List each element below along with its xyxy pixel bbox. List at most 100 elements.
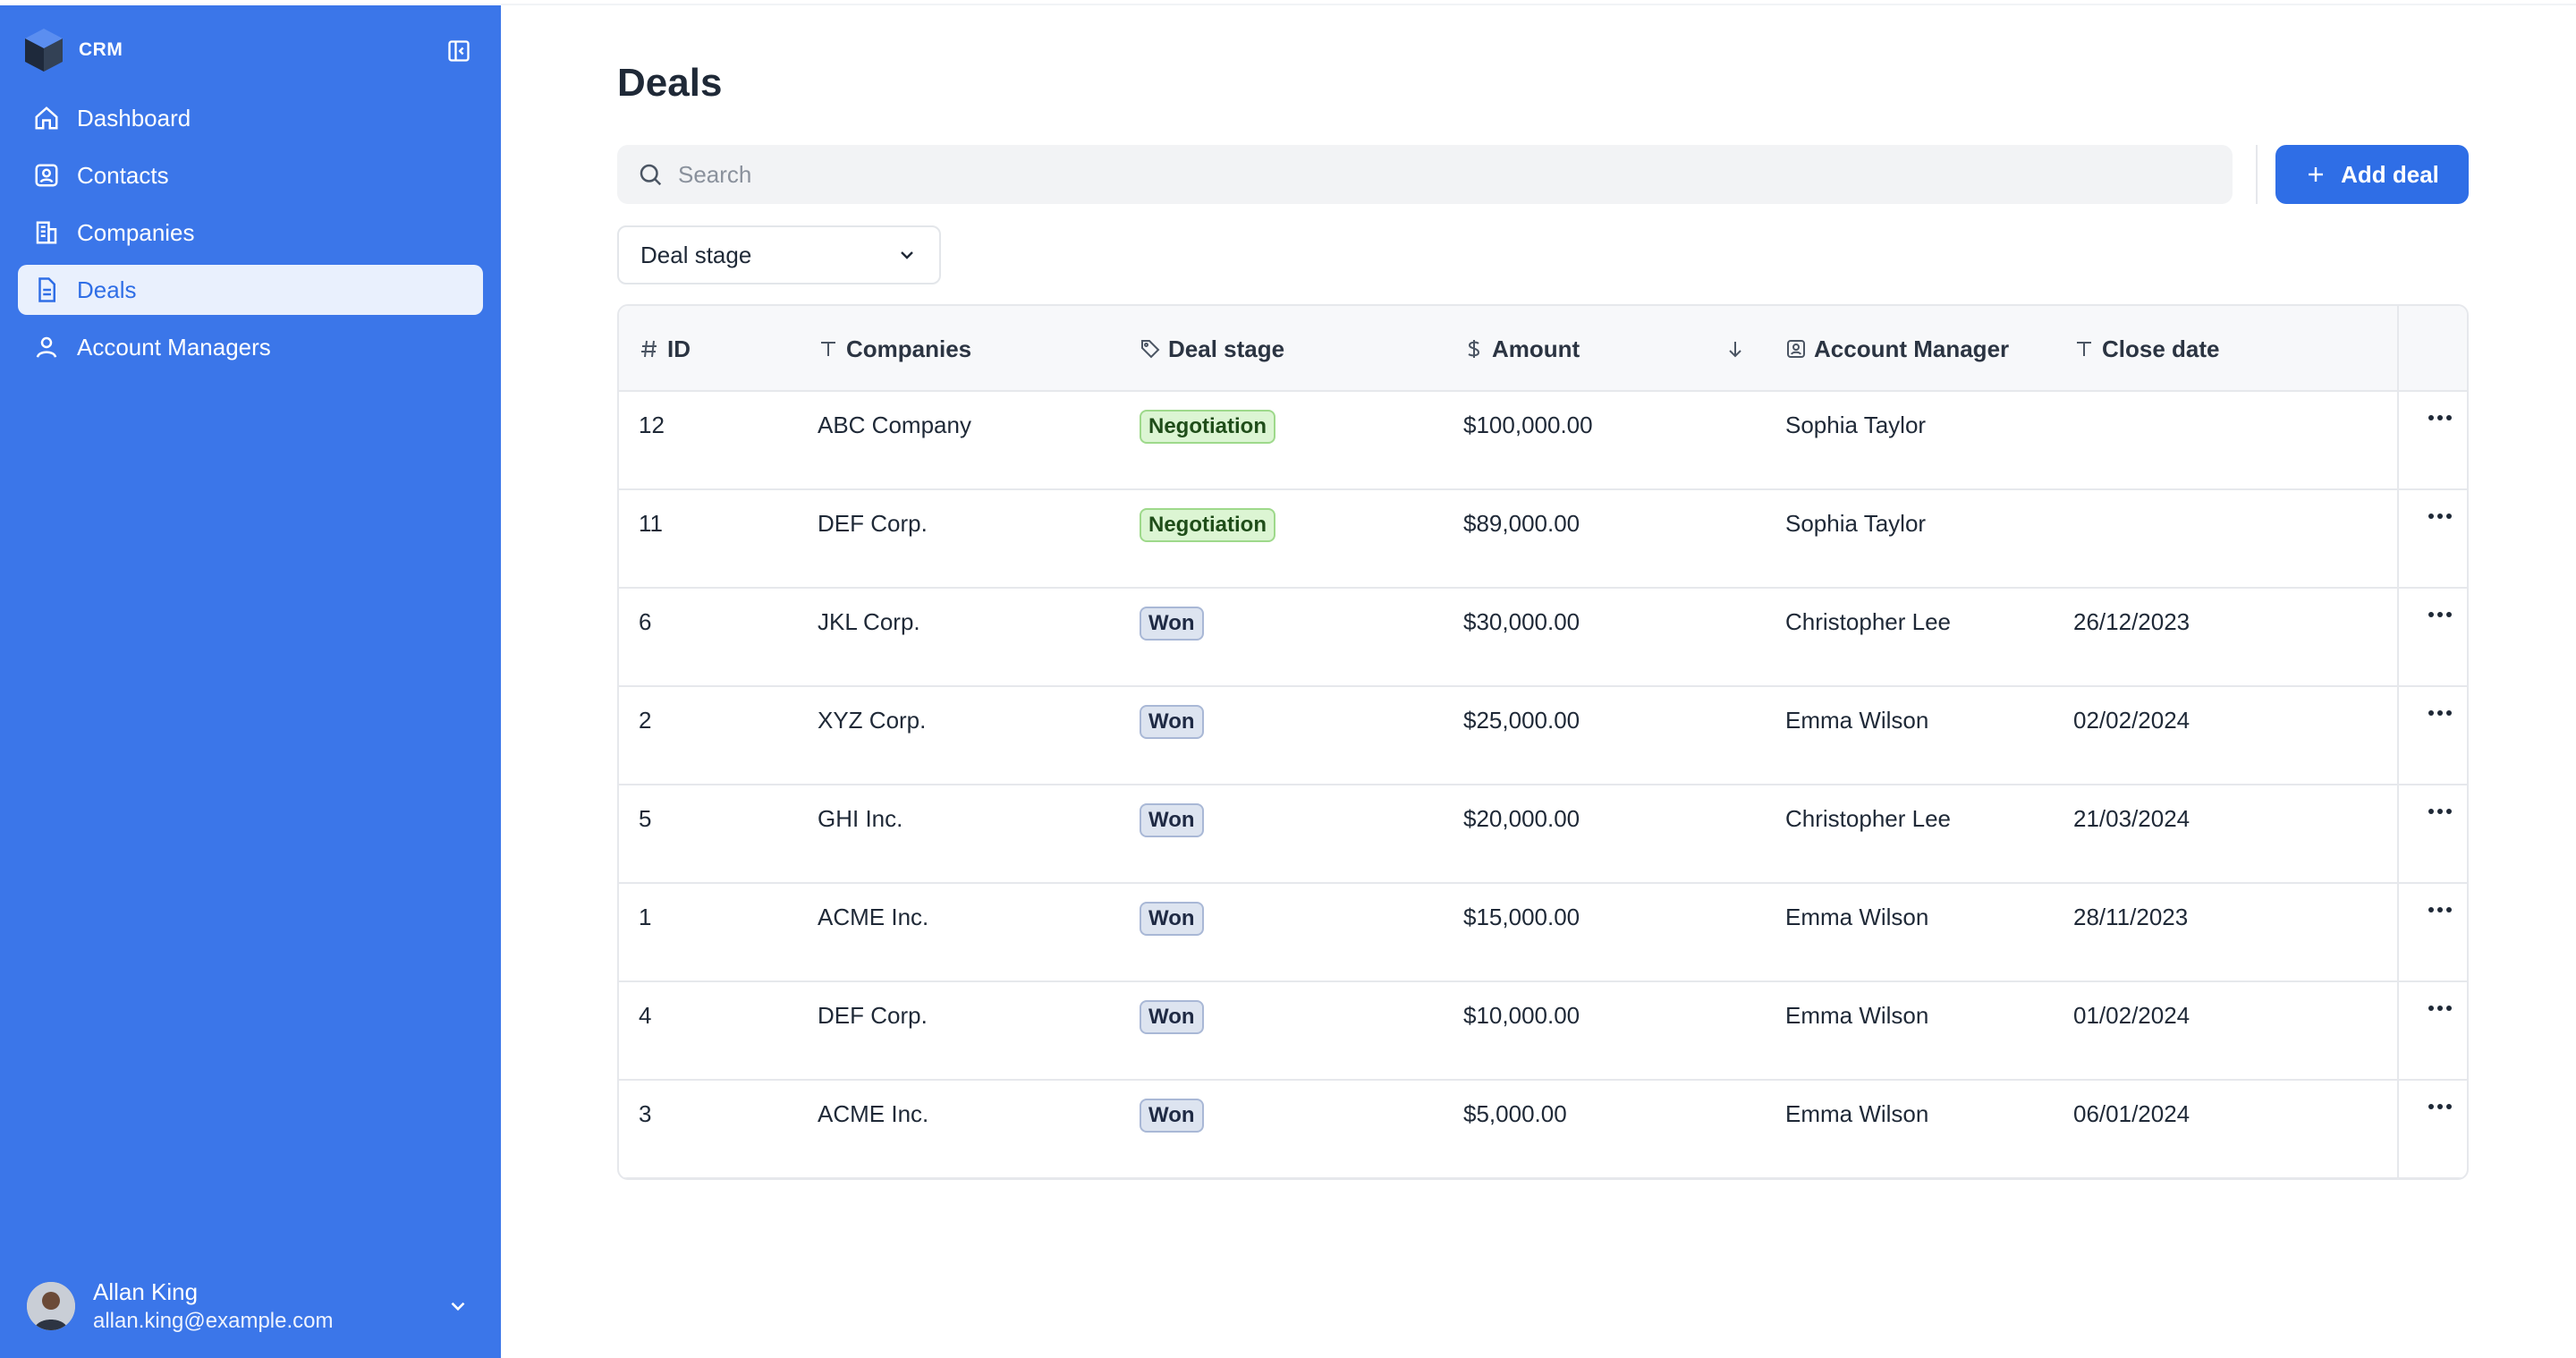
- more-horizontal-icon: [2428, 612, 2452, 617]
- column-header-close-date[interactable]: Close date: [2073, 306, 2220, 392]
- cell-id: 11: [639, 510, 663, 537]
- column-header-label: ID: [667, 335, 691, 362]
- cell-id: 12: [639, 412, 665, 438]
- sidebar-nav: Dashboard Contacts Companies Deals: [18, 93, 483, 379]
- sidebar-item-label: Account Managers: [77, 333, 271, 361]
- hash-icon: [639, 338, 660, 360]
- table-header: ID Companies Deal stage: [619, 306, 2467, 392]
- column-header-companies[interactable]: Companies: [818, 306, 971, 392]
- status-badge: Negotiation: [1140, 508, 1275, 542]
- cell-close-date: 26/12/2023: [2073, 608, 2190, 635]
- user-name: Allan King: [93, 1278, 199, 1305]
- dollar-icon: [1463, 338, 1485, 360]
- column-header-deal-stage[interactable]: Deal stage: [1140, 306, 1284, 392]
- table-row[interactable]: 3 ACME Inc. Won $5,000.00 Emma Wilson 06/01/2…: [619, 1081, 2467, 1178]
- user-info: Allan King allan.king@example.com: [93, 1277, 442, 1336]
- user-menu[interactable]: Allan King allan.king@example.com: [27, 1269, 474, 1344]
- column-header-label: Companies: [846, 335, 972, 362]
- table-row[interactable]: 6 JKL Corp. Won $30,000.00 Christopher Lee 26…: [619, 589, 2467, 687]
- more-horizontal-icon: [2428, 1104, 2452, 1109]
- cell-deal-stage: Won: [1140, 605, 1204, 641]
- cell-amount: $15,000.00: [1463, 904, 1580, 930]
- sidebar-item-contacts[interactable]: Contacts: [18, 150, 483, 200]
- cell-account-manager: Christopher Lee: [1785, 805, 1951, 832]
- table-row[interactable]: 11 DEF Corp. Negotiation $89,000.00 Sophia T…: [619, 490, 2467, 589]
- cell-account-manager: Sophia Taylor: [1785, 510, 1927, 537]
- cell-id: 6: [639, 608, 652, 635]
- cell-deal-stage: Won: [1140, 802, 1204, 837]
- brand[interactable]: CRM: [23, 25, 123, 75]
- more-horizontal-icon: [2428, 415, 2452, 420]
- table-row[interactable]: 5 GHI Inc. Won $20,000.00 Christopher Lee 21/…: [619, 785, 2467, 884]
- status-badge: Won: [1140, 1000, 1204, 1034]
- status-badge: Won: [1140, 1099, 1204, 1133]
- cell-close-date: 28/11/2023: [2073, 904, 2189, 930]
- add-deal-button[interactable]: Add deal: [2275, 145, 2469, 204]
- cell-amount: $10,000.00: [1463, 1002, 1580, 1029]
- cell-id: 4: [639, 1002, 652, 1029]
- cell-amount: $5,000.00: [1463, 1100, 1567, 1127]
- sidebar-item-label: Deals: [77, 276, 137, 303]
- row-actions-button[interactable]: [2424, 1093, 2456, 1120]
- cell-close-date: 02/02/2024: [2073, 707, 2190, 734]
- table-row[interactable]: 12 ABC Company Negotiation $100,000.00 Sophi…: [619, 392, 2467, 490]
- sidebar-item-label: Companies: [77, 218, 195, 246]
- sidebar-item-account-managers[interactable]: Account Managers: [18, 322, 483, 372]
- row-actions-button[interactable]: [2424, 798, 2456, 825]
- actions-column-divider: [2397, 306, 2399, 1178]
- row-actions-button[interactable]: [2424, 601, 2456, 628]
- more-horizontal-icon: [2428, 513, 2452, 519]
- table-row[interactable]: 2 XYZ Corp. Won $25,000.00 Emma Wilson 02/02/…: [619, 687, 2467, 785]
- cell-company: ACME Inc.: [818, 904, 929, 930]
- status-badge: Won: [1140, 705, 1204, 739]
- status-badge: Won: [1140, 607, 1204, 641]
- add-deal-label: Add deal: [2341, 160, 2439, 188]
- more-horizontal-icon: [2428, 1006, 2452, 1011]
- deal-stage-filter-label: Deal stage: [640, 241, 752, 268]
- table-row[interactable]: 1 ACME Inc. Won $15,000.00 Emma Wilson 28/11/…: [619, 884, 2467, 982]
- cell-company: XYZ Corp.: [818, 707, 927, 734]
- building-icon: [30, 216, 63, 249]
- table-row[interactable]: 4 DEF Corp. Won $10,000.00 Emma Wilson 01/02/…: [619, 982, 2467, 1081]
- sidebar-item-dashboard[interactable]: Dashboard: [18, 93, 483, 143]
- avatar: [27, 1282, 75, 1330]
- sidebar-item-deals[interactable]: Deals: [18, 265, 483, 315]
- tag-icon: [1140, 338, 1161, 360]
- search-icon: [640, 164, 662, 186]
- user-email: allan.king@example.com: [93, 1309, 334, 1333]
- more-horizontal-icon: [2428, 809, 2452, 814]
- row-actions-button[interactable]: [2424, 503, 2456, 530]
- document-icon: [30, 274, 63, 306]
- cell-account-manager: Sophia Taylor: [1785, 412, 1927, 438]
- cell-account-manager: Christopher Lee: [1785, 608, 1951, 635]
- cell-id: 5: [639, 805, 652, 832]
- cell-account-manager: Emma Wilson: [1785, 904, 1929, 930]
- row-actions-button[interactable]: [2424, 896, 2456, 923]
- home-icon: [30, 102, 63, 134]
- page-title: Deals: [617, 61, 723, 105]
- chevron-down-icon[interactable]: [442, 1290, 474, 1322]
- cell-amount: $25,000.00: [1463, 707, 1580, 734]
- search-input[interactable]: [678, 160, 2199, 189]
- column-header-account-manager[interactable]: Account Manager: [1785, 306, 2009, 392]
- main-content: Deals Add deal Deal stage ID: [617, 54, 2469, 1180]
- row-actions-button[interactable]: [2424, 404, 2456, 431]
- toolbar-divider: [2256, 145, 2258, 204]
- column-header-amount[interactable]: Amount: [1463, 306, 1580, 392]
- cell-deal-stage: Won: [1140, 998, 1204, 1034]
- sidebar-item-companies[interactable]: Companies: [18, 208, 483, 258]
- cell-company: ABC Company: [818, 412, 971, 438]
- deal-stage-filter[interactable]: Deal stage: [617, 225, 941, 284]
- sort-descending-button[interactable]: [1724, 306, 1746, 392]
- collapse-sidebar-button[interactable]: [444, 36, 474, 66]
- status-badge: Won: [1140, 803, 1204, 837]
- cell-company: ACME Inc.: [818, 1100, 929, 1127]
- cell-id: 3: [639, 1100, 652, 1127]
- sidebar-item-label: Contacts: [77, 161, 169, 189]
- row-actions-button[interactable]: [2424, 700, 2456, 726]
- cell-close-date: 01/02/2024: [2073, 1002, 2190, 1029]
- row-actions-button[interactable]: [2424, 995, 2456, 1022]
- column-header-id[interactable]: ID: [639, 306, 691, 392]
- search-box[interactable]: [617, 145, 2233, 204]
